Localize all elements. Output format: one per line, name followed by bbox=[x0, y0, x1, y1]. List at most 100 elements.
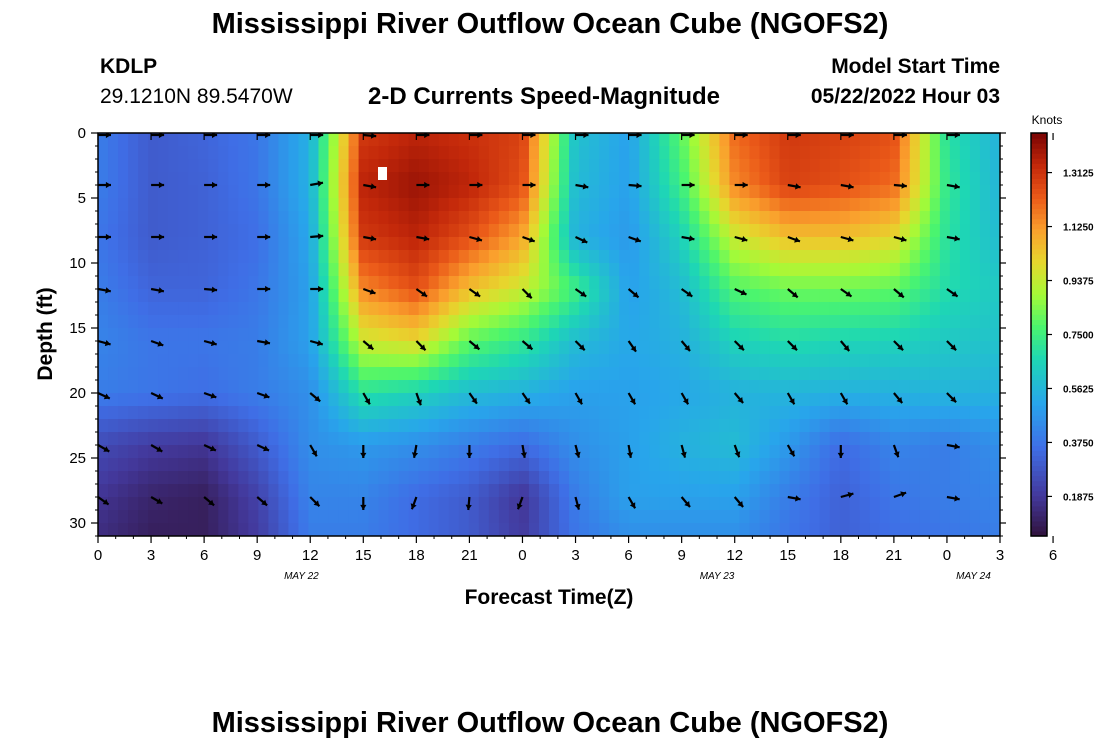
heatmap-cell bbox=[178, 250, 189, 264]
heatmap-cell bbox=[308, 484, 320, 498]
heatmap-cell bbox=[238, 198, 249, 212]
heatmap-cell bbox=[148, 406, 159, 420]
heatmap-cell bbox=[809, 458, 821, 472]
heatmap-cell bbox=[378, 523, 390, 536]
heatmap-cell bbox=[248, 172, 259, 186]
heatmap-cell bbox=[388, 419, 400, 433]
heatmap-cell bbox=[508, 146, 520, 160]
heatmap-cell bbox=[138, 523, 149, 536]
heatmap-cell bbox=[549, 315, 560, 329]
heatmap-cell bbox=[609, 458, 620, 472]
heatmap-cell bbox=[248, 432, 259, 446]
heatmap-cell bbox=[168, 484, 179, 498]
heatmap-cell bbox=[318, 172, 330, 186]
heatmap-cell bbox=[368, 159, 380, 173]
heatmap-cell bbox=[789, 367, 801, 381]
heatmap-cell bbox=[729, 419, 741, 433]
heatmap-cell bbox=[98, 185, 109, 199]
current-vector-arrow bbox=[98, 339, 111, 347]
heatmap-cell bbox=[809, 185, 821, 199]
heatmap-cell bbox=[318, 367, 330, 381]
heatmap-cell bbox=[769, 484, 781, 498]
heatmap-cell bbox=[218, 263, 229, 277]
heatmap-cell bbox=[508, 289, 520, 303]
heatmap-cell bbox=[278, 523, 290, 536]
heatmap-cell bbox=[669, 367, 680, 381]
heatmap-cell bbox=[929, 159, 941, 173]
heatmap-cell bbox=[108, 276, 119, 290]
heatmap-cell bbox=[238, 367, 249, 381]
x-tick-label: 0 bbox=[943, 547, 951, 564]
heatmap-cell bbox=[859, 328, 871, 342]
heatmap-cell bbox=[188, 445, 199, 459]
heatmap-cell bbox=[809, 146, 821, 160]
heatmap-cell bbox=[859, 198, 871, 212]
heatmap-cell bbox=[518, 432, 530, 446]
heatmap-cell bbox=[929, 380, 941, 394]
heatmap-cell bbox=[989, 484, 1000, 498]
heatmap-cell bbox=[959, 341, 971, 355]
heatmap-cell bbox=[769, 328, 781, 342]
heatmap-cell bbox=[639, 458, 650, 472]
heatmap-cell bbox=[508, 471, 520, 485]
heatmap-cell bbox=[308, 458, 320, 472]
heatmap-cell bbox=[589, 198, 600, 212]
heatmap-cell bbox=[869, 380, 881, 394]
heatmap-cell bbox=[809, 159, 821, 173]
heatmap-cell bbox=[759, 302, 771, 316]
heatmap-cell bbox=[659, 380, 670, 394]
heatmap-cell bbox=[729, 523, 741, 536]
heatmap-cell bbox=[759, 432, 771, 446]
heatmap-cell bbox=[128, 250, 139, 264]
heatmap-cell bbox=[989, 315, 1000, 329]
heatmap-cell bbox=[498, 367, 510, 381]
heatmap-cell bbox=[569, 523, 580, 536]
x-tick-label: 0 bbox=[518, 547, 526, 564]
heatmap-cell bbox=[448, 497, 460, 511]
heatmap-cell bbox=[178, 276, 189, 290]
heatmap-cell bbox=[148, 419, 159, 433]
heatmap-cell bbox=[679, 367, 690, 381]
heatmap-cell bbox=[579, 484, 590, 498]
heatmap-cell bbox=[739, 445, 751, 459]
heatmap-cell bbox=[418, 354, 430, 368]
heatmap-cell bbox=[949, 445, 961, 459]
current-vector-arrow bbox=[893, 182, 907, 189]
heatmap-cell bbox=[238, 380, 249, 394]
heatmap-cell bbox=[549, 393, 560, 407]
heatmap-cell bbox=[138, 250, 149, 264]
heatmap-cell bbox=[238, 302, 249, 316]
heatmap-cell bbox=[699, 133, 710, 147]
heatmap-cell bbox=[358, 289, 370, 303]
heatmap-cell bbox=[809, 172, 821, 186]
heatmap-cell bbox=[959, 237, 971, 251]
heatmap-cell bbox=[829, 198, 841, 212]
heatmap-cell bbox=[348, 484, 360, 498]
heatmap-cell bbox=[208, 328, 219, 342]
heatmap-cell bbox=[759, 445, 771, 459]
colorbar-tick-label: 0.7500 bbox=[1063, 331, 1094, 342]
current-vector-arrow bbox=[522, 235, 536, 243]
heatmap-cell bbox=[939, 445, 951, 459]
heatmap-cell bbox=[659, 523, 670, 536]
heatmap-cell bbox=[749, 250, 761, 264]
heatmap-cell bbox=[959, 471, 971, 485]
current-vector-arrow bbox=[628, 235, 642, 243]
heatmap-cell bbox=[759, 393, 771, 407]
heatmap-cell bbox=[348, 354, 360, 368]
colorbar-swatch bbox=[1031, 384, 1047, 391]
colorbar-swatch bbox=[1031, 445, 1047, 451]
heatmap-cell bbox=[178, 198, 189, 212]
heatmap-cell bbox=[528, 315, 540, 329]
heatmap-cell bbox=[779, 380, 791, 394]
heatmap-cell bbox=[448, 185, 460, 199]
heatmap-cell bbox=[508, 445, 520, 459]
heatmap-cell bbox=[569, 432, 580, 446]
heatmap-cell bbox=[959, 406, 971, 420]
heatmap-cell bbox=[148, 133, 159, 147]
heatmap-cell bbox=[679, 432, 690, 446]
heatmap-cell bbox=[889, 172, 901, 186]
heatmap-cell bbox=[238, 146, 249, 160]
heatmap-cell bbox=[358, 393, 370, 407]
heatmap-cell bbox=[248, 458, 259, 472]
